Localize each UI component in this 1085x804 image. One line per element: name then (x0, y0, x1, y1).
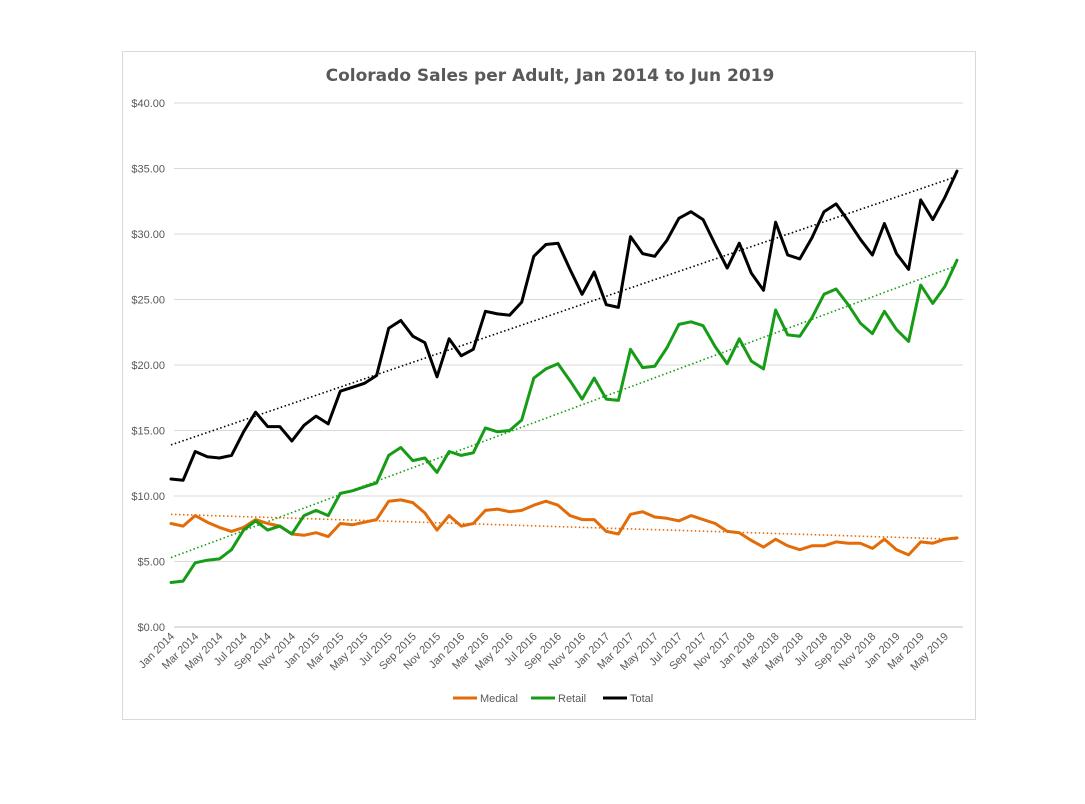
y-tick-label: $40.00 (131, 98, 165, 110)
chart-svg: Colorado Sales per Adult, Jan 2014 to Ju… (131, 66, 963, 705)
legend-label-medical: Medical (480, 693, 518, 705)
series-line-total (169, 169, 959, 482)
y-tick-label: $15.00 (131, 426, 165, 438)
y-axis: $0.00 $5.00 $10.00 $15.00 $20.00 $25.00 $30.00… (131, 98, 165, 634)
chart-title: Colorado Sales per Adult, Jan 2014 to Ju… (326, 66, 775, 86)
series-lines (169, 169, 959, 584)
gridlines (174, 102, 963, 628)
chart-area: Colorado Sales per Adult, Jan 2014 to Ju… (122, 51, 976, 720)
legend-label-retail: Retail (558, 693, 586, 705)
y-tick-label: $25.00 (131, 295, 165, 307)
series-line-medical (169, 498, 959, 557)
y-tick-label: $10.00 (131, 491, 165, 503)
series-line-retail (169, 258, 959, 584)
legend: Medical Retail Total (453, 693, 653, 705)
legend-label-total: Total (630, 693, 653, 705)
y-tick-label: $20.00 (131, 360, 165, 372)
y-tick-label: $5.00 (137, 557, 165, 569)
trendline-medical (170, 513, 958, 541)
trendline-retail (170, 264, 958, 559)
y-tick-label: $30.00 (131, 229, 165, 241)
y-tick-label: $0.00 (137, 622, 165, 634)
trendline-total (170, 175, 958, 446)
y-tick-label: $35.00 (131, 164, 165, 176)
trendlines (170, 175, 958, 559)
